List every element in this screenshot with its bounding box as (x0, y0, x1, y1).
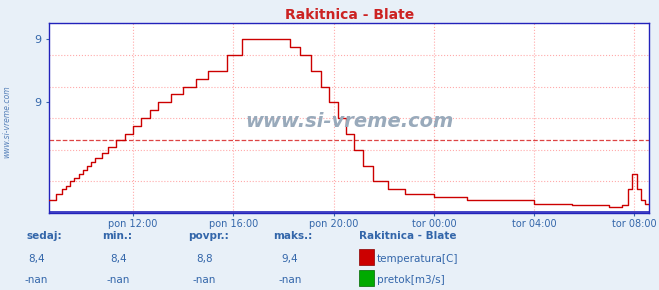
Text: -nan: -nan (278, 275, 302, 285)
Text: 8,8: 8,8 (196, 254, 213, 264)
Text: sedaj:: sedaj: (26, 231, 62, 241)
Title: Rakitnica - Blate: Rakitnica - Blate (285, 8, 414, 22)
Text: 8,4: 8,4 (28, 254, 45, 264)
Text: 9,4: 9,4 (281, 254, 299, 264)
Text: -nan: -nan (24, 275, 48, 285)
Text: www.si-vreme.com: www.si-vreme.com (2, 86, 11, 158)
Text: Rakitnica - Blate: Rakitnica - Blate (359, 231, 457, 241)
Text: -nan: -nan (107, 275, 130, 285)
Text: -nan: -nan (192, 275, 216, 285)
Text: maks.:: maks.: (273, 231, 313, 241)
Text: min.:: min.: (102, 231, 132, 241)
Text: temperatura[C]: temperatura[C] (377, 254, 459, 264)
Text: povpr.:: povpr.: (188, 231, 229, 241)
Text: pretok[m3/s]: pretok[m3/s] (377, 275, 445, 285)
Text: 8,4: 8,4 (110, 254, 127, 264)
Text: www.si-vreme.com: www.si-vreme.com (245, 113, 453, 131)
